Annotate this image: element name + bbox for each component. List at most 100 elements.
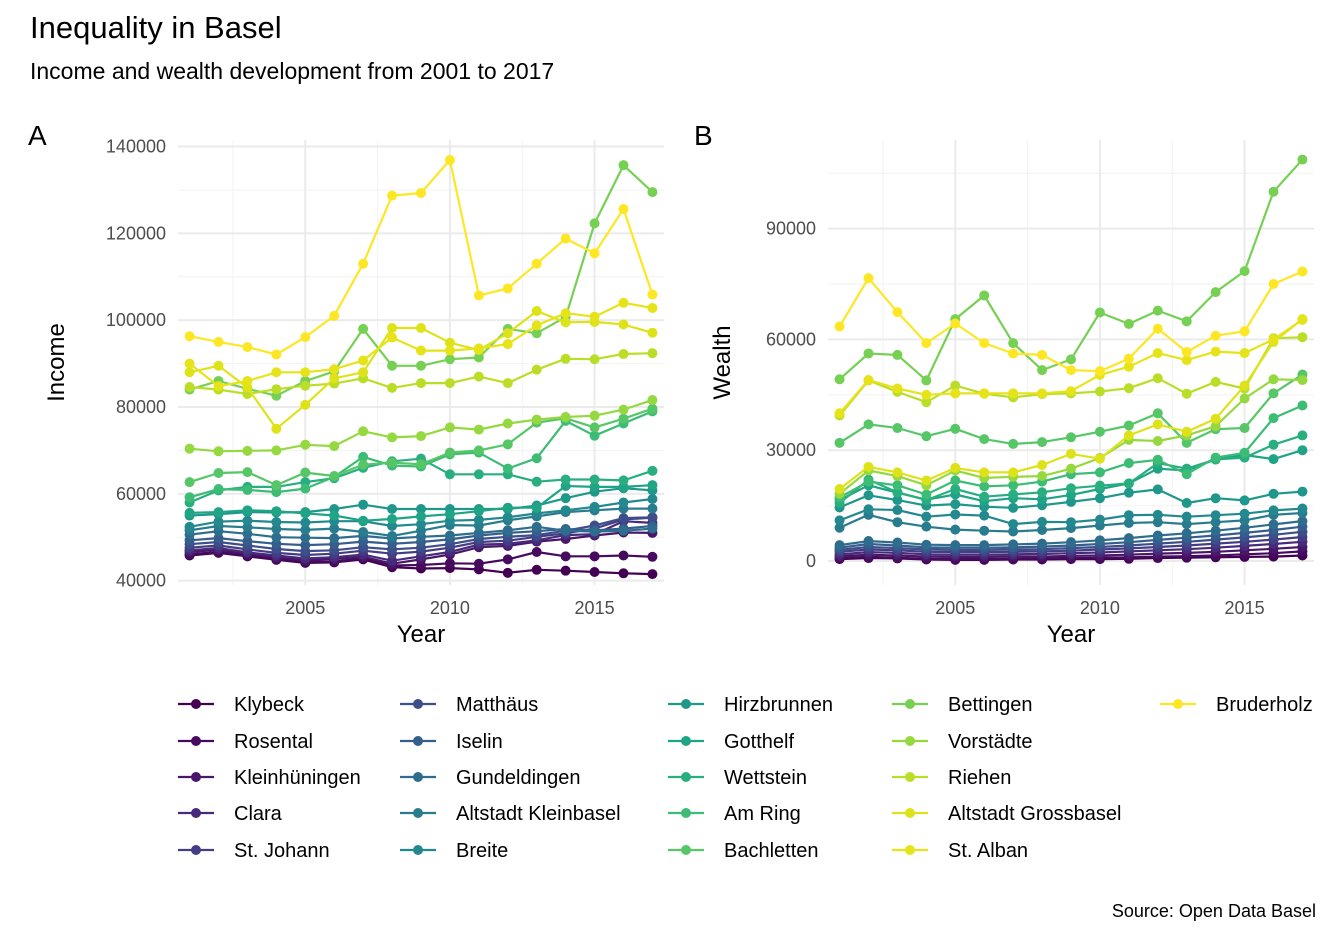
data-point	[647, 289, 658, 300]
legend-label: Gotthelf	[724, 731, 794, 753]
data-point	[1181, 519, 1192, 530]
legend-label: St. Alban	[948, 840, 1028, 862]
data-point	[863, 375, 874, 386]
data-point	[1008, 388, 1019, 399]
data-point	[531, 521, 542, 532]
data-point	[358, 367, 369, 378]
legend-key-point	[413, 772, 423, 782]
data-point	[242, 375, 253, 386]
data-point	[950, 483, 961, 494]
data-point	[473, 424, 484, 435]
data-point	[271, 523, 282, 534]
data-point	[1152, 530, 1163, 541]
data-point	[358, 527, 369, 538]
data-point	[531, 547, 542, 558]
data-point	[1037, 365, 1048, 376]
data-point	[1008, 539, 1019, 550]
data-point	[589, 481, 600, 492]
y-tick-label: 90000	[766, 219, 816, 239]
data-point	[589, 430, 600, 441]
y-tick-label: 0	[806, 551, 816, 571]
data-point	[416, 459, 426, 470]
data-point	[300, 532, 311, 543]
data-point	[502, 463, 513, 474]
legend-key-point	[905, 845, 915, 855]
data-point	[1037, 516, 1048, 527]
data-point	[416, 378, 426, 389]
data-point	[1152, 517, 1163, 528]
data-point	[358, 515, 369, 526]
data-point	[1152, 454, 1163, 465]
data-point	[300, 483, 311, 494]
data-point	[589, 526, 600, 537]
data-point	[329, 364, 340, 375]
data-point	[213, 516, 224, 527]
data-point	[1297, 445, 1308, 456]
chart-caption: Source: Open Data Basel	[1111, 901, 1316, 921]
data-point	[560, 551, 571, 562]
data-point	[1210, 452, 1221, 463]
data-point	[892, 487, 903, 498]
data-point	[416, 360, 426, 371]
data-point	[1181, 426, 1192, 437]
data-point	[560, 565, 571, 576]
data-point	[1066, 496, 1076, 507]
data-point	[863, 348, 874, 359]
data-point	[1066, 448, 1076, 459]
data-point	[1152, 435, 1163, 446]
data-point	[618, 550, 629, 561]
data-point	[387, 432, 398, 443]
data-point	[1268, 388, 1279, 399]
data-point	[184, 477, 195, 488]
x-tick-label: 2010	[430, 598, 470, 618]
data-point	[863, 419, 874, 430]
data-point	[1210, 346, 1221, 357]
data-point	[531, 320, 542, 331]
data-point	[184, 492, 195, 503]
data-point	[213, 533, 224, 544]
data-point	[863, 490, 874, 501]
data-point	[618, 297, 629, 308]
data-point	[473, 343, 484, 354]
data-point	[300, 508, 311, 519]
data-point	[647, 327, 658, 338]
data-point	[834, 408, 845, 419]
data-point	[950, 462, 961, 473]
data-point	[950, 388, 961, 399]
data-point	[300, 524, 311, 535]
data-point	[560, 233, 571, 244]
data-point	[921, 539, 932, 550]
data-point	[589, 354, 600, 365]
data-point	[1297, 516, 1308, 527]
data-point	[502, 512, 513, 523]
legend-label: Iselin	[456, 731, 503, 753]
legend-label: Breite	[456, 840, 508, 862]
data-point	[834, 374, 845, 385]
data-point	[444, 530, 455, 541]
data-point	[647, 465, 658, 476]
data-point	[473, 469, 484, 480]
data-point	[1037, 494, 1048, 505]
data-point	[184, 358, 195, 369]
data-point	[387, 520, 398, 531]
data-point	[358, 323, 369, 334]
x-axis-title: Year	[1047, 621, 1096, 648]
data-point	[271, 423, 282, 434]
data-point	[1268, 454, 1279, 465]
data-point	[1152, 305, 1163, 316]
data-point	[892, 307, 903, 318]
data-point	[300, 367, 311, 378]
data-point	[416, 322, 426, 333]
data-point	[863, 476, 874, 487]
data-point	[358, 426, 369, 437]
data-point	[1123, 420, 1134, 431]
data-point	[1268, 488, 1279, 499]
x-tick-label: 2005	[285, 598, 325, 618]
x-tick-label: 2005	[935, 598, 975, 618]
data-point	[300, 439, 311, 450]
data-point	[1210, 525, 1221, 536]
data-point	[184, 521, 195, 532]
data-point	[1008, 338, 1019, 349]
legend-key-point	[681, 808, 691, 818]
data-point	[242, 505, 253, 516]
